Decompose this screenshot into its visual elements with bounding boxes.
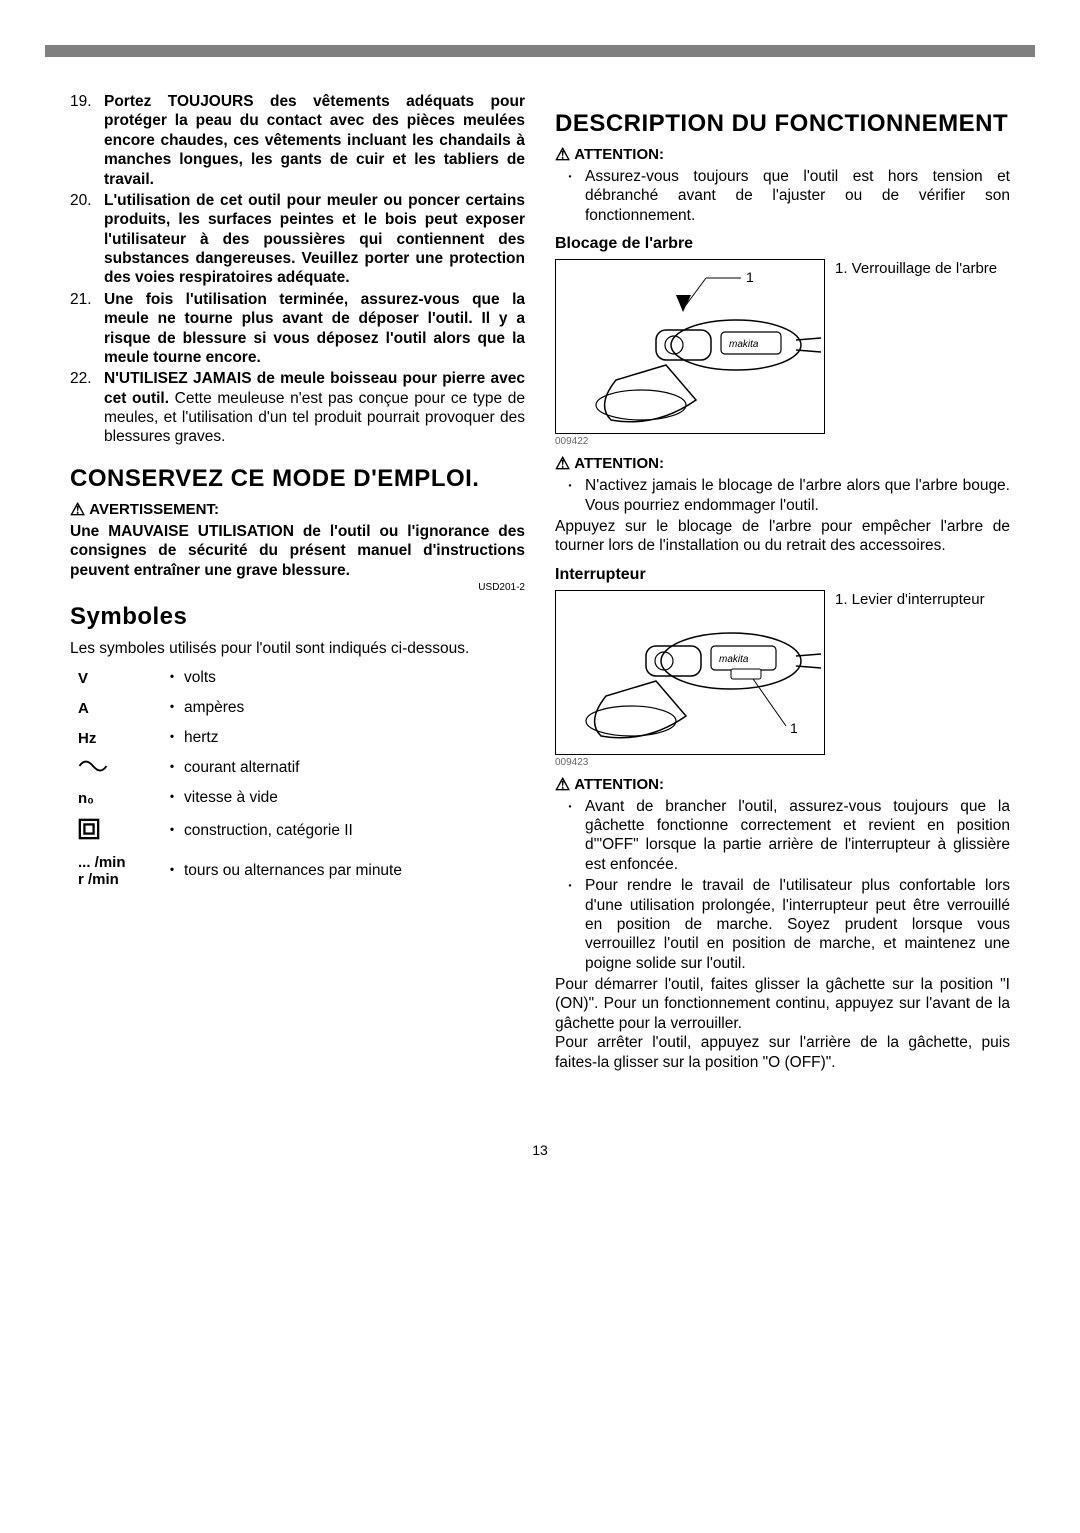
attention2-label: ⚠ ATTENTION: [555, 455, 1010, 472]
attention3-label: ⚠ ATTENTION: [555, 776, 1010, 793]
bullet-item: ･Avant de brancher l'outil, assurez-vous… [555, 797, 1010, 875]
conserve-heading: CONSERVEZ CE MODE D'EMPLOI. [70, 465, 525, 493]
svg-text:1: 1 [790, 720, 798, 736]
bullet-icon: ･ [555, 167, 585, 225]
warning-icon: ⚠ [555, 146, 570, 163]
attention2-body: N'activez jamais le blocage de l'arbre a… [585, 476, 1010, 515]
symbols-table: V･volts A･ampères Hz･hertz ･courant alterna… [70, 668, 525, 888]
figure2-caption: 1. Levier d'interrupteur [835, 590, 985, 755]
attention2-para: Appuyez sur le blocage de l'arbre pour e… [555, 517, 1010, 556]
symbol-row: ･construction, catégorie II [70, 818, 525, 844]
description-heading: DESCRIPTION DU FONCTIONNEMENT [555, 110, 1010, 138]
symbol-row: ･courant alternatif [70, 758, 525, 778]
list-item: 19.Portez TOUJOURS des vêtements adéquat… [70, 92, 525, 189]
symbol-row: n₀･vitesse à vide [70, 788, 525, 808]
warning-icon: ⚠ [70, 501, 85, 518]
attention3-bullets: ･Avant de brancher l'outil, assurez-vous… [555, 797, 1010, 973]
bullet-item: ･Pour rendre le travail de l'utilisateur… [555, 876, 1010, 973]
operation-para2: Pour arrêter l'outil, appuyez sur l'arri… [555, 1033, 1010, 1072]
symbol-row: ... /min r /min･tours ou alternances par… [70, 854, 525, 888]
symboles-intro: Les symboles utilisés pour l'outil sont … [70, 639, 525, 658]
svg-text:makita: makita [729, 339, 759, 350]
symbol-row: A･ampères [70, 698, 525, 718]
symboles-heading: Symboles [70, 603, 525, 631]
interrupteur-heading: Interrupteur [555, 566, 1010, 584]
doc-code: USD201-2 [70, 582, 525, 593]
page-content: 19.Portez TOUJOURS des vêtements adéquat… [0, 92, 1080, 1112]
figure2-block: makita 1 1. Levier d'interrupteur [555, 590, 1010, 755]
header-bar [45, 45, 1035, 57]
left-column: 19.Portez TOUJOURS des vêtements adéquat… [70, 92, 525, 1072]
blocage-heading: Blocage de l'arbre [555, 235, 1010, 253]
avertissement-label: ⚠ AVERTISSEMENT: [70, 501, 525, 518]
warning-icon: ⚠ [555, 776, 570, 793]
safety-list: 19.Portez TOUJOURS des vêtements adéquat… [70, 92, 525, 447]
attention1-label: ⚠ ATTENTION: [555, 146, 1010, 163]
bullet-icon: ･ [555, 476, 585, 515]
avertissement-text: AVERTISSEMENT: [89, 501, 219, 518]
attention3-text: ATTENTION: [574, 776, 664, 793]
list-item: 22.N'UTILISEZ JAMAIS de meule boisseau p… [70, 369, 525, 447]
list-item: 20.L'utilisation de cet outil pour meule… [70, 191, 525, 288]
operation-para1: Pour démarrer l'outil, faites glisser la… [555, 975, 1010, 1033]
figure1-id: 009422 [555, 436, 1010, 447]
svg-text:1: 1 [746, 269, 754, 285]
figure1-caption: 1. Verrouillage de l'arbre [835, 259, 997, 434]
list-item: 21.Une fois l'utilisation terminée, assu… [70, 290, 525, 368]
symbol-row: Hz･hertz [70, 728, 525, 748]
attention1-text: ATTENTION: [574, 146, 664, 163]
avertissement-body: Une MAUVAISE UTILISATION de l'outil ou l… [70, 522, 525, 580]
page-number: 13 [0, 1142, 1080, 1158]
attention2-text: ATTENTION: [574, 455, 664, 472]
figure2-id: 009423 [555, 757, 1010, 768]
attention1-body: Assurez-vous toujours que l'outil est ho… [585, 167, 1010, 225]
svg-text:makita: makita [719, 654, 749, 665]
attention1-bullet: ･ Assurez-vous toujours que l'outil est … [555, 167, 1010, 225]
right-column: DESCRIPTION DU FONCTIONNEMENT ⚠ ATTENTIO… [555, 92, 1010, 1072]
figure1-block: 1 makita 1. Verrouillage de l'arbre [555, 259, 1010, 434]
figure1-image: 1 makita [555, 259, 825, 434]
figure2-image: makita 1 [555, 590, 825, 755]
symbol-row: V･volts [70, 668, 525, 688]
attention2-bullet: ･ N'activez jamais le blocage de l'arbre… [555, 476, 1010, 515]
warning-icon: ⚠ [555, 455, 570, 472]
